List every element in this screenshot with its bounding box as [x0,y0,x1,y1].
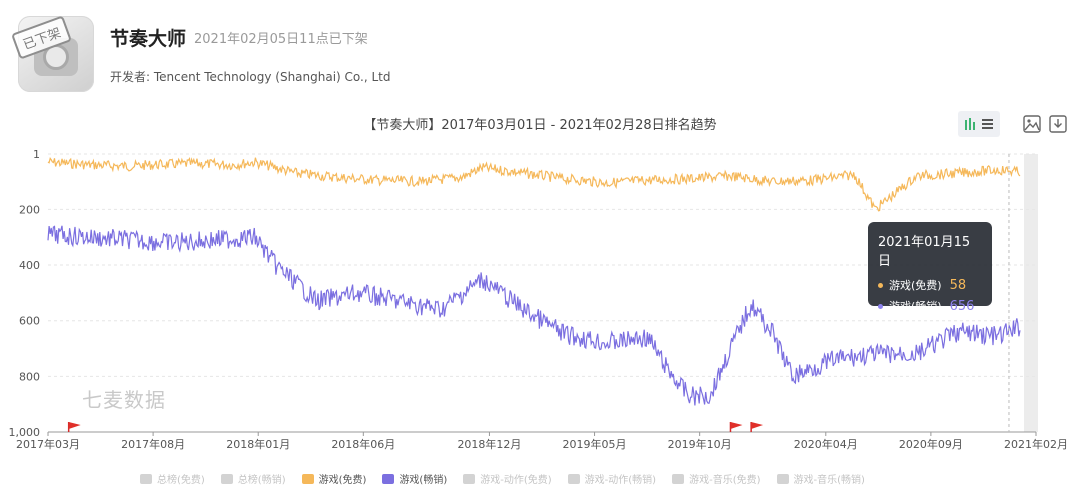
legend-swatch [382,473,395,484]
event-flag-icon [730,422,743,429]
legend-label: 总榜(畅销) [237,475,286,486]
future-region [1024,154,1038,432]
save-image-icon [1023,115,1041,133]
x-tick-label: 2018年12月 [457,437,521,451]
legend-swatch [463,473,476,484]
event-flag-icon [751,422,764,429]
legend-swatch [776,473,789,484]
y-tick-label: 800 [19,370,40,383]
legend-label: 游戏(免费) [318,475,367,486]
legend-swatch [567,473,580,484]
legend-item[interactable]: 游戏-音乐(畅销) [776,471,865,486]
x-tick-label: 2021年02月 [1004,437,1068,451]
tooltip-value: 656 [949,298,975,314]
tooltip-label: 游戏(免费) [889,279,942,292]
chart-legend: 总榜(免费) 总榜(畅销) 游戏(免费) 游戏(畅销) 游戏-动作(免费) 游戏… [140,471,881,486]
x-tick-label: 2019年05月 [563,437,627,451]
tooltip-label: 游戏(畅销) [889,300,942,313]
event-flag-icon [68,422,81,429]
legend-swatch [220,473,233,484]
legend-label: 游戏(畅销) [399,475,448,486]
legend-swatch [140,473,152,484]
save-image-button[interactable] [1020,111,1044,137]
bar-line-toggle-button[interactable] [958,111,1000,137]
legend-item[interactable]: 总榜(畅销) [220,471,286,486]
app-icon: 已下架 [11,15,94,92]
y-tick-label: 200 [19,203,40,216]
x-tick-label: 2017年08月 [121,437,185,451]
free-dot-icon [878,282,883,288]
legend-swatch [301,473,314,484]
x-tick-label: 2019年10月 [668,437,732,451]
grossing-dot-icon [878,303,883,309]
x-tick-label: 2017年03月 [16,437,80,451]
watermark: 七麦数据 [82,388,166,412]
legend-label: 游戏-音乐(畅销) [793,475,865,486]
app-name: 节奏大师 [110,28,187,50]
tooltip-date: 2021年01月15日 [878,235,971,269]
x-tick-label: 2020年09月 [899,437,963,451]
legend-label: 总榜(免费) [157,475,205,486]
bar-line-toggle-icon [965,118,993,130]
y-tick-label: 1 [33,148,40,161]
legend-item[interactable]: 游戏(畅销) [382,471,447,486]
legend-label: 游戏-动作(免费) [480,475,552,486]
x-tick-label: 2018年06月 [331,437,395,451]
x-tick-label: 2018年01月 [226,437,290,451]
x-tick-label: 2020年04月 [794,437,858,451]
tooltip-row-free: 游戏(免费) 58 [878,277,982,293]
legend-item[interactable]: 游戏(免费) [301,471,367,486]
legend-item[interactable]: 总榜(免费) [140,471,205,486]
legend-item[interactable]: 游戏-动作(免费) [463,471,552,486]
developer-info: 开发者: Tencent Technology (Shanghai) Co., … [110,70,391,84]
legend-item[interactable]: 游戏-音乐(免费) [672,471,761,486]
legend-label: 游戏-动作(畅销) [584,475,657,486]
y-tick-label: 1,000 [9,426,41,439]
y-tick-label: 400 [19,259,40,272]
app-status: 2021年02月05日11点已下架 [194,32,368,47]
download-button[interactable] [1046,111,1070,137]
chart-title: 【节奏大师】2017年03月01日 - 2021年02月28日排名趋势 [363,118,717,133]
download-icon [1049,115,1067,133]
data-tooltip: 2021年01月15日 游戏(免费) 58 游戏(畅销) 656 [868,222,992,314]
legend-swatch [672,473,685,484]
legend-item[interactable]: 游戏-动作(畅销) [567,471,657,486]
series-line [47,225,1021,406]
series-line [47,157,1021,212]
legend-label: 游戏-音乐(免费) [689,475,761,486]
y-tick-label: 600 [19,315,40,328]
tooltip-row-grossing: 游戏(畅销) 656 [878,298,982,314]
tooltip-value: 58 [949,277,967,293]
